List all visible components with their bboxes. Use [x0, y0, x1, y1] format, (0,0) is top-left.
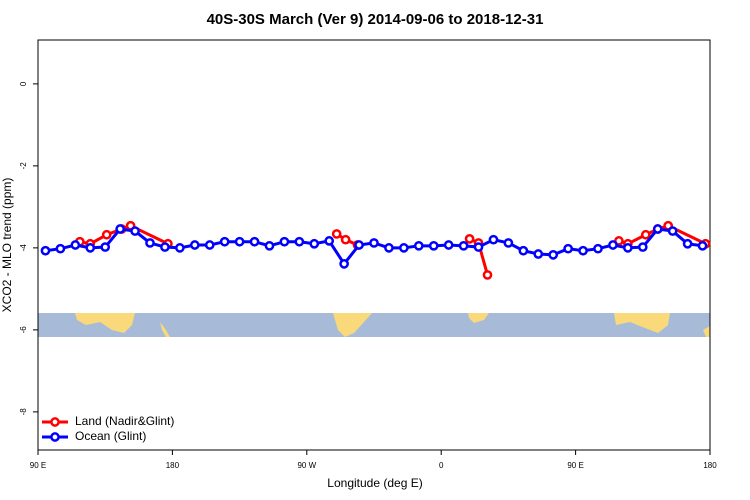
- data-point: [219, 236, 230, 247]
- x-tick-label: 90 E: [567, 461, 583, 470]
- data-point: [309, 238, 320, 249]
- data-point: [324, 236, 335, 246]
- x-axis-label: Longitude (deg E): [327, 476, 422, 490]
- data-point: [464, 234, 475, 244]
- y-tick-label: 0: [19, 81, 28, 86]
- data-point: [682, 238, 693, 249]
- y-axis-label: XCO2 - MLO trend (ppm): [0, 178, 14, 313]
- data-point: [652, 224, 663, 234]
- legend-label: Land (Nadir&Glint): [75, 414, 174, 428]
- data-point: [667, 226, 678, 236]
- x-tick-label: 180: [166, 461, 180, 470]
- data-point: [354, 240, 364, 250]
- data-point: [473, 242, 484, 252]
- y-tick-label: -6: [19, 326, 28, 334]
- data-point: [399, 243, 409, 253]
- data-point: [533, 249, 544, 259]
- y-tick-label: -2: [19, 162, 28, 170]
- data-point: [189, 240, 200, 250]
- x-tick-label: 90 E: [30, 461, 46, 470]
- x-tick-label: 0: [439, 461, 444, 470]
- data-point: [593, 243, 603, 254]
- data-point: [160, 242, 170, 252]
- data-point: [413, 240, 424, 251]
- data-point: [175, 243, 185, 253]
- data-point: [264, 240, 275, 251]
- data-point: [249, 236, 260, 247]
- data-point: [294, 236, 305, 247]
- data-point: [101, 229, 112, 240]
- data-point: [443, 240, 454, 250]
- data-point: [488, 234, 499, 245]
- data-point: [279, 236, 290, 247]
- data-point: [637, 242, 648, 252]
- data-point: [85, 243, 96, 253]
- data-point: [428, 240, 439, 251]
- y-tick-label: -8: [19, 408, 28, 416]
- x-tick-label: 180: [703, 461, 717, 470]
- data-point: [608, 240, 618, 250]
- data-point: [130, 226, 140, 236]
- data-point: [40, 245, 51, 256]
- data-point: [623, 243, 633, 253]
- data-point: [482, 270, 493, 280]
- x-tick-label: 90 W: [297, 461, 316, 470]
- data-point: [70, 240, 81, 250]
- data-point: [697, 240, 708, 251]
- data-point: [234, 236, 245, 247]
- data-point: [518, 245, 529, 256]
- legend-marker: [50, 417, 60, 427]
- data-point: [115, 224, 125, 234]
- chart-title: 40S-30S March (Ver 9) 2014-09-06 to 2018…: [207, 11, 544, 28]
- data-point: [145, 238, 155, 248]
- data-point: [548, 249, 559, 260]
- data-point: [100, 242, 111, 252]
- data-point: [578, 245, 588, 256]
- data-point: [55, 243, 66, 254]
- data-point: [563, 243, 573, 254]
- legend-marker: [50, 432, 60, 442]
- data-point: [339, 259, 349, 269]
- data-point: [369, 238, 379, 248]
- map-strip: [38, 313, 710, 337]
- data-point: [640, 229, 651, 240]
- data-point: [503, 238, 514, 248]
- data-point: [331, 229, 342, 239]
- data-point: [458, 240, 469, 251]
- data-point: [340, 234, 351, 245]
- y-tick-label: -4: [19, 244, 28, 252]
- data-point: [204, 240, 215, 250]
- legend-label: Ocean (Glint): [75, 429, 146, 443]
- data-point: [384, 243, 394, 253]
